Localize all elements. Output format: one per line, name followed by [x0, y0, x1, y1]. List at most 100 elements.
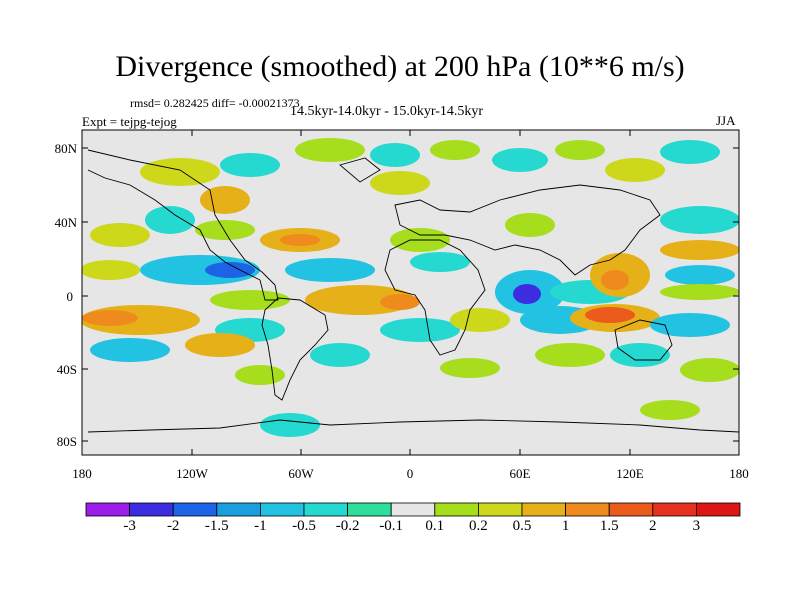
colorbar-swatch: [85, 502, 130, 517]
anomaly-positive: [450, 308, 510, 332]
anomaly-negative: [665, 265, 735, 285]
lon-label-120e: 120E: [616, 466, 644, 481]
colorbar-label: 0.2: [469, 518, 488, 534]
anomaly-positive: [195, 220, 255, 240]
anomaly-negative: [660, 140, 720, 164]
colorbar: [85, 502, 741, 517]
lat-label-40s: 40S: [56, 362, 77, 377]
anomaly-positive: [660, 284, 739, 300]
colorbar-label: 0.5: [512, 518, 532, 534]
colorbar-label: 2: [649, 518, 657, 534]
anomaly-negative: [513, 284, 541, 304]
anomaly-positive: [280, 234, 320, 246]
anomaly-negative: [380, 318, 460, 342]
anomaly-negative: [310, 343, 370, 367]
colorbar-label: -2: [166, 518, 180, 534]
colorbar-swatch: [434, 502, 479, 517]
lon-label-180e: 180: [729, 466, 749, 481]
eurasia-coast: [394, 184, 661, 276]
anomaly-positive: [200, 186, 250, 214]
lon-label-60w: 60W: [288, 466, 314, 481]
lat-label-80n: 80N: [54, 141, 77, 156]
lon-label-0: 0: [406, 466, 414, 481]
anomaly-negative: [492, 148, 548, 172]
australia-coast: [614, 319, 673, 361]
anomaly-negative: [145, 206, 195, 234]
colorbar-swatch: [216, 502, 261, 517]
lat-label-eq: 0: [66, 289, 74, 304]
anomaly-positive: [535, 343, 605, 367]
anomaly-positive: [555, 140, 605, 160]
experiment-label: Expt = tejpg-tejog: [82, 114, 177, 129]
anomaly-positive: [380, 294, 420, 310]
coastlines: [87, 149, 739, 433]
lat-label-80s: 80S: [56, 434, 77, 449]
plot-title: Divergence (smoothed) at 200 hPa (10**6 …: [115, 50, 685, 83]
colorbar-swatch: [129, 502, 174, 517]
lon-label-180w: 180: [72, 466, 92, 481]
anomaly-positive: [585, 307, 635, 323]
colorbar-swatch: [565, 502, 610, 517]
colorbar-swatch: [172, 502, 218, 517]
anomaly-positive: [185, 333, 255, 357]
anomaly-negative: [285, 258, 375, 282]
season-label: JJA: [716, 113, 736, 128]
anomaly-negative: [660, 206, 739, 234]
colorbar-swatch: [477, 502, 523, 517]
colorbar-swatch: [652, 502, 697, 517]
colorbar-label: -0.5: [292, 518, 316, 534]
anomaly-positive: [140, 158, 220, 186]
lat-label-40n: 40N: [54, 215, 77, 230]
anomaly-positive: [601, 270, 629, 290]
anomaly-positive: [90, 223, 150, 247]
colorbar-label: 1: [561, 518, 570, 534]
colorbar-label: -0.2: [335, 518, 360, 534]
anomaly-positive: [605, 158, 665, 182]
south-america-coast: [261, 297, 329, 401]
anomaly-negative: [410, 252, 470, 272]
anomaly-negative: [220, 153, 280, 177]
anomaly-positive: [640, 400, 700, 420]
colorbar-swatch: [390, 502, 436, 517]
colorbar-swatch: [303, 502, 348, 517]
colorbar-swatch: [696, 502, 741, 517]
anomaly-positive: [440, 358, 500, 378]
anomaly-positive: [370, 171, 430, 195]
colorbar-swatch: [608, 502, 654, 517]
anomaly-positive: [82, 310, 138, 326]
greenland-coast: [339, 157, 381, 183]
anomaly-positive: [505, 213, 555, 237]
anomaly-negative: [90, 338, 170, 362]
anomaly-positive: [82, 260, 140, 280]
colorbar-label: -1: [254, 518, 267, 534]
colorbar-label: 0.1: [425, 518, 445, 534]
antarctica-coast: [87, 419, 739, 433]
colorbar-label: 1.5: [599, 518, 619, 534]
anomaly-positive: [680, 358, 739, 382]
anomaly-negative: [370, 143, 420, 167]
axis-ticks: [82, 130, 739, 455]
colorbar-label: -3: [123, 518, 136, 534]
rmsd-stats: rmsd= 0.282425 diff= -0.00021373: [130, 96, 300, 110]
anomaly-negative: [260, 413, 320, 437]
anomaly-negative: [205, 262, 255, 278]
colorbar-label: -0.1: [379, 518, 404, 534]
anomaly-negative: [650, 313, 730, 337]
map-field: [82, 130, 739, 455]
anomaly-positive: [660, 240, 739, 260]
anomaly-negative: [610, 343, 670, 367]
anomaly-positive: [430, 140, 480, 160]
colorbar-label: -1.5: [204, 518, 229, 534]
colorbar-swatch: [521, 502, 566, 517]
period-label: 14.5kyr-14.0kyr - 15.0kyr-14.5kyr: [290, 104, 484, 119]
anomaly-positive: [235, 365, 285, 385]
lon-label-120w: 120W: [176, 466, 208, 481]
colorbar-swatch: [259, 502, 305, 517]
lon-label-60e: 60E: [509, 466, 531, 481]
north-america-coast: [87, 149, 279, 301]
anomaly-positive: [295, 138, 365, 162]
colorbar-label: 3: [692, 518, 701, 534]
colorbar-swatch: [347, 502, 392, 517]
africa-coast: [384, 239, 486, 356]
